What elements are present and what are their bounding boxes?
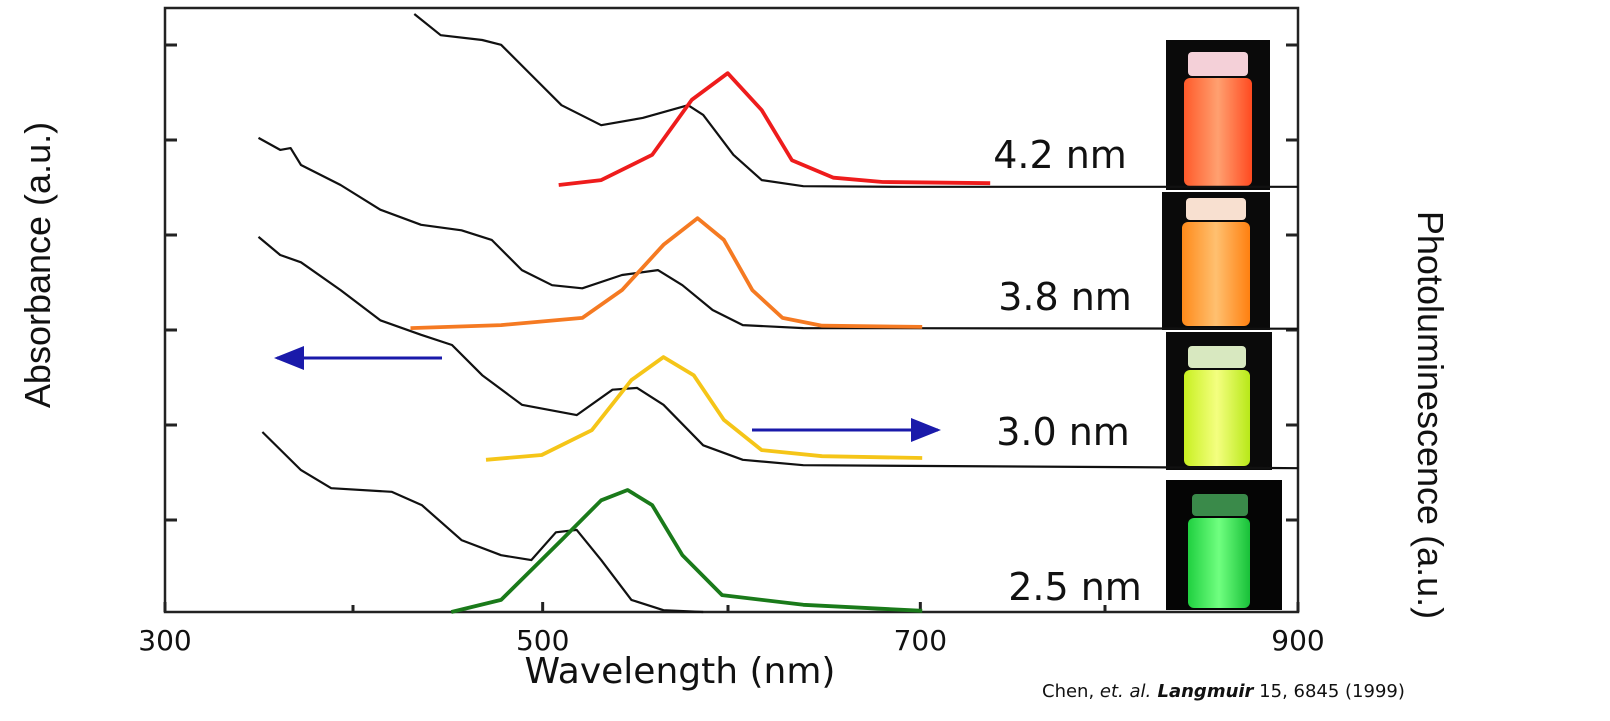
citation: Chen, et. al. Langmuir 15, 6845 (1999) [1042, 681, 1405, 702]
citation-part: et. al. [1100, 681, 1151, 702]
size-label: 2.5 nm [1008, 565, 1142, 609]
pl-curve [558, 71, 991, 187]
x-tick-label: 300 [138, 624, 191, 657]
size-label: 3.8 nm [998, 275, 1132, 319]
x-tick-label: 500 [516, 624, 569, 657]
y-axis-title: Absorbance (a.u.) [17, 122, 58, 408]
size-label: 4.2 nm [993, 133, 1127, 177]
x-tick-label: 700 [894, 624, 947, 657]
absorbance-curve [257, 236, 1299, 470]
citation-part: Chen, [1042, 681, 1100, 702]
absorbance-curve [257, 136, 1299, 330]
pl-curve [410, 216, 923, 330]
pl-curve [485, 355, 923, 462]
x-axis-title: Wavelength (nm) [525, 651, 836, 692]
y2-axis-title: Photoluminescence (a.u.) [1410, 211, 1451, 619]
plot-frame [163, 6, 1300, 614]
absorbance-curve [413, 13, 1298, 188]
citation-part: 15, 6845 (1999) [1253, 681, 1404, 702]
size-label: 3.0 nm [996, 410, 1130, 454]
vials [1162, 40, 1282, 610]
pl-curve [450, 488, 923, 614]
citation-part: Langmuir [1151, 681, 1254, 702]
absorbance-curve [261, 431, 704, 614]
x-tick-label: 900 [1271, 624, 1324, 657]
